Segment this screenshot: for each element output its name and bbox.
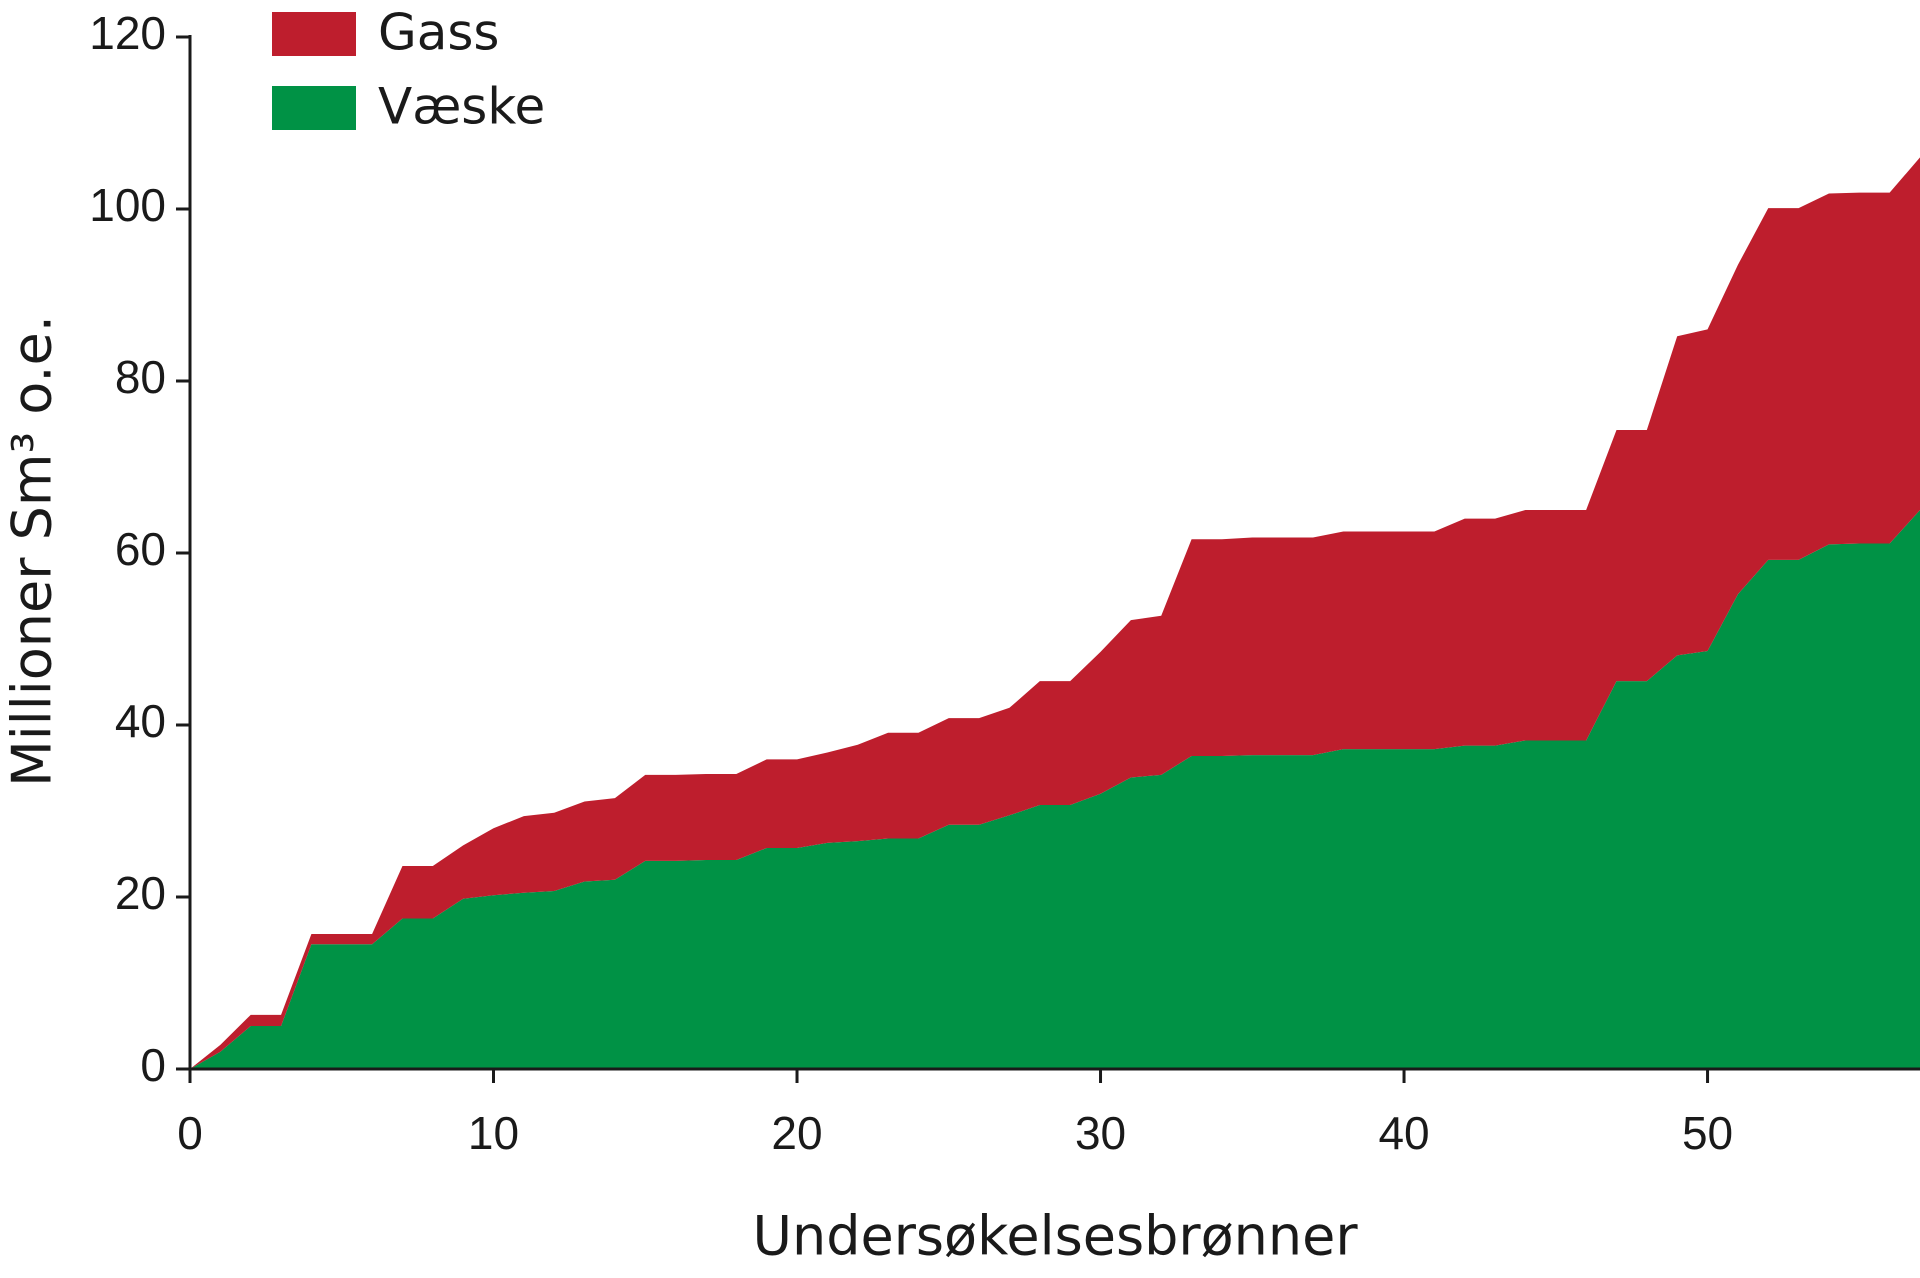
- y-tick-label: 0: [140, 1039, 166, 1091]
- x-tick-label: 20: [771, 1107, 822, 1159]
- y-tick-label: 60: [115, 523, 166, 575]
- legend-label: Gass: [378, 4, 499, 62]
- x-tick-label: 10: [468, 1107, 519, 1159]
- legend-label: Væske: [378, 78, 545, 136]
- legend-swatch: [272, 86, 356, 130]
- area: [190, 157, 1920, 1069]
- y-axis-title: Millioner Sm³ o.e.: [1, 315, 64, 787]
- y-tick-label: 120: [89, 7, 166, 59]
- x-tick-label: 50: [1682, 1107, 1733, 1159]
- y-tick-label: 100: [89, 179, 166, 231]
- x-tick-label: 0: [177, 1107, 203, 1159]
- x-tick-label: 30: [1075, 1107, 1126, 1159]
- legend-swatch: [272, 12, 356, 56]
- y-tick-label: 20: [115, 867, 166, 919]
- x-axis-title: Undersøkelsesbrønner: [752, 1205, 1358, 1268]
- y-tick-label: 80: [115, 351, 166, 403]
- y-tick-label: 40: [115, 695, 166, 747]
- x-tick-label: 40: [1378, 1107, 1429, 1159]
- area: [190, 510, 1920, 1069]
